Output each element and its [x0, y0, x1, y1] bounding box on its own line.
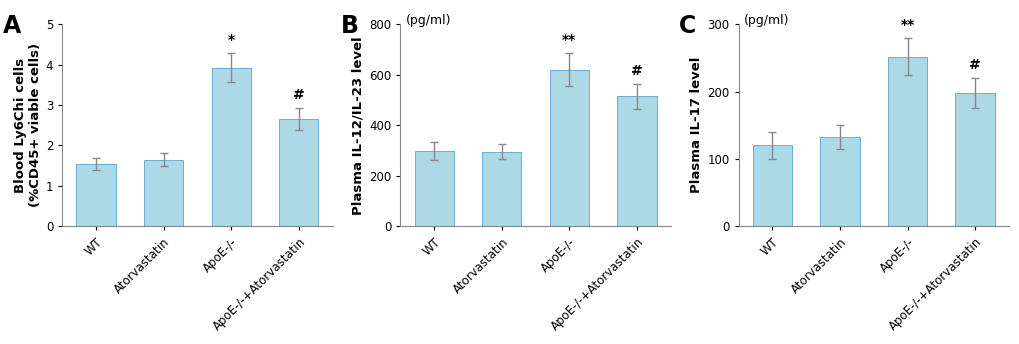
- Bar: [144, 160, 183, 226]
- Bar: [888, 57, 926, 226]
- Y-axis label: Plasma IL-12/IL-23 level: Plasma IL-12/IL-23 level: [352, 36, 365, 215]
- Text: #: #: [292, 88, 305, 102]
- Bar: [211, 67, 251, 226]
- Bar: [616, 96, 656, 226]
- Bar: [414, 151, 453, 226]
- Text: C: C: [679, 14, 696, 38]
- Bar: [482, 152, 521, 226]
- Bar: [752, 146, 791, 226]
- Y-axis label: Plasma IL-17 level: Plasma IL-17 level: [690, 57, 702, 193]
- Bar: [279, 119, 318, 226]
- Bar: [76, 163, 115, 226]
- Text: (pg/ml): (pg/ml): [406, 14, 450, 27]
- Text: (pg/ml): (pg/ml): [743, 14, 789, 27]
- Text: #: #: [968, 58, 980, 72]
- Text: #: #: [631, 64, 642, 77]
- Text: **: **: [561, 33, 576, 47]
- Bar: [819, 137, 859, 226]
- Bar: [955, 93, 994, 226]
- Text: **: **: [900, 18, 914, 32]
- Y-axis label: Blood Ly6Chi cells
(%CD45+ viable cells): Blood Ly6Chi cells (%CD45+ viable cells): [13, 43, 42, 207]
- Bar: [549, 70, 588, 226]
- Text: *: *: [227, 33, 234, 47]
- Text: B: B: [340, 14, 359, 38]
- Text: A: A: [3, 14, 21, 38]
